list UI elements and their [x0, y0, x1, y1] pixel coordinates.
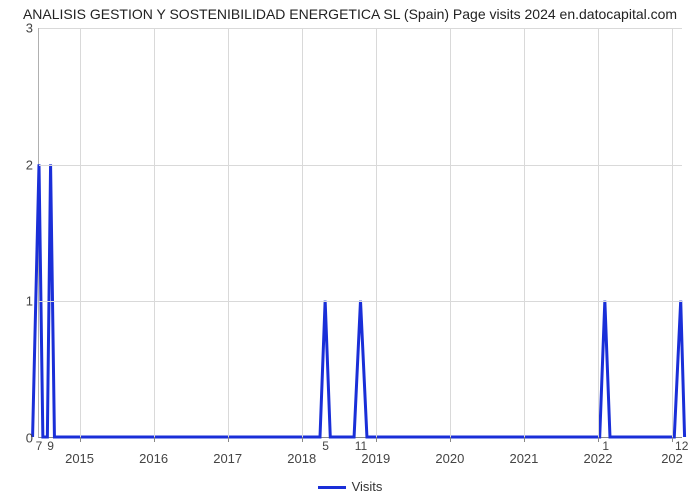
- xtick-minor-label: 12: [675, 437, 688, 453]
- xtick-label: 2015: [65, 437, 94, 466]
- xtick-minor-label: 1: [602, 437, 609, 453]
- gridline-v: [524, 28, 525, 437]
- legend: Visits: [0, 479, 700, 494]
- gridline-v: [80, 28, 81, 437]
- series-line: [39, 28, 682, 437]
- chart-title: ANALISIS GESTION Y SOSTENIBILIDAD ENERGE…: [0, 6, 700, 22]
- legend-label: Visits: [352, 479, 383, 494]
- xtick-label: 2017: [213, 437, 242, 466]
- xtick-label: 2016: [139, 437, 168, 466]
- xtick-minor-label: 9: [47, 437, 54, 453]
- xtick-label: 2021: [509, 437, 538, 466]
- xtick-minor-label: 5: [322, 437, 329, 453]
- gridline-v: [376, 28, 377, 437]
- gridline-h: [39, 28, 682, 29]
- gridline-v: [154, 28, 155, 437]
- legend-swatch: [318, 486, 346, 489]
- xtick-minor-label: 11: [355, 437, 367, 453]
- ytick-label: 1: [26, 294, 39, 309]
- gridline-h: [39, 165, 682, 166]
- gridline-v: [450, 28, 451, 437]
- ytick-label: 2: [26, 157, 39, 172]
- visits-chart: ANALISIS GESTION Y SOSTENIBILIDAD ENERGE…: [0, 0, 700, 500]
- gridline-v: [302, 28, 303, 437]
- plot-area: 0123201520162017201820192020202120222027…: [38, 28, 682, 438]
- gridline-v: [598, 28, 599, 437]
- gridline-v: [672, 28, 673, 437]
- xtick-label: 2020: [435, 437, 464, 466]
- gridline-h: [39, 301, 682, 302]
- ytick-label: 3: [26, 21, 39, 36]
- gridline-v: [228, 28, 229, 437]
- xtick-label: 2018: [287, 437, 316, 466]
- xtick-minor-label: 7: [36, 437, 43, 453]
